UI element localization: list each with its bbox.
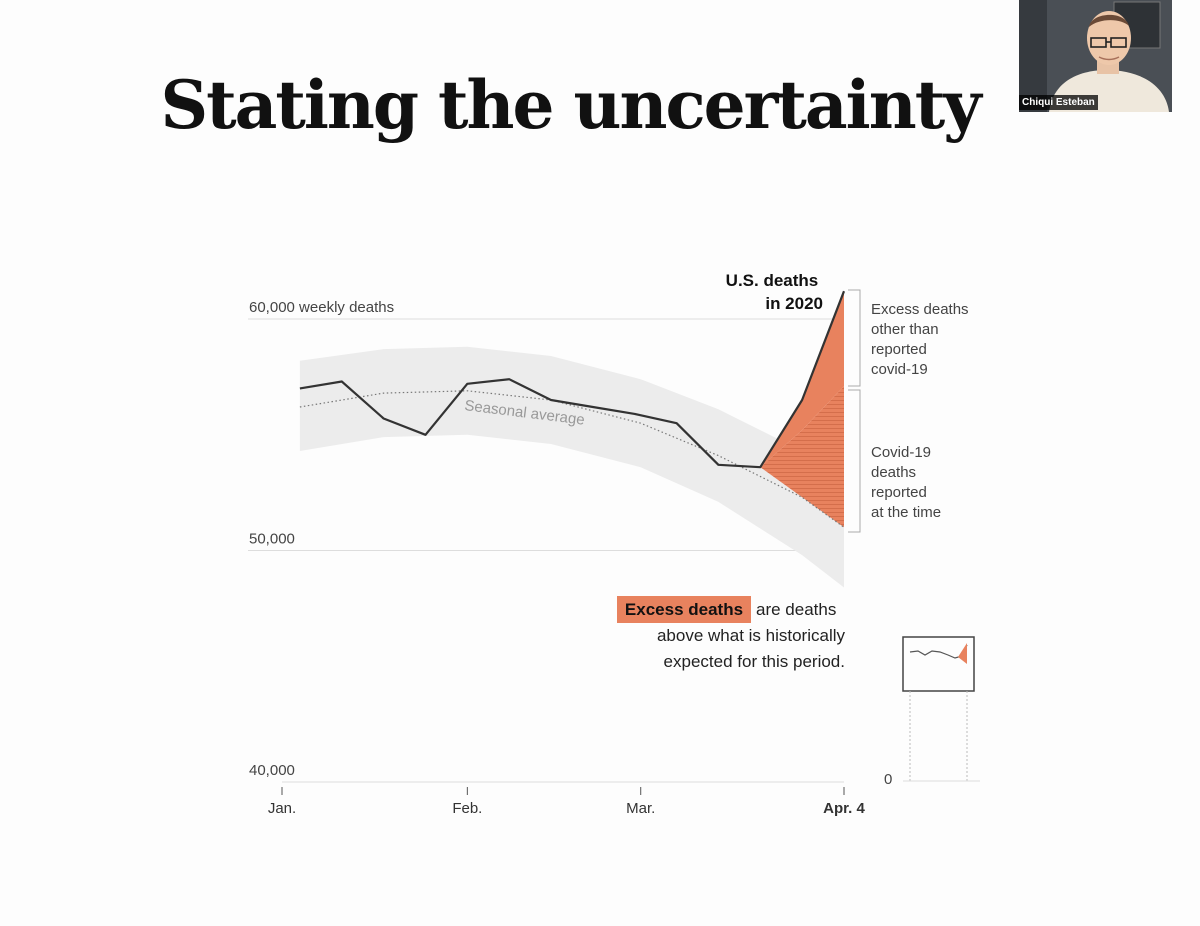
covid-reported-label: Covid-19 deaths reported at the time	[871, 444, 941, 521]
inset-line	[909, 644, 968, 659]
inset-excess-area	[958, 643, 967, 664]
x-tick-label: Mar.	[626, 800, 655, 817]
deaths-series-line	[299, 290, 846, 469]
covid-reported-bracket	[848, 389, 861, 533]
inset-frame	[902, 636, 975, 692]
definition-highlight-box	[617, 596, 751, 623]
y-tick-label: 60,000 weekly deaths	[249, 299, 394, 316]
inset-minimap: 0	[884, 636, 980, 788]
y-tick-label: 50,000	[249, 531, 295, 548]
excess-other-bracket	[848, 289, 861, 387]
covid-reported-area	[760, 386, 844, 528]
definition-highlight: Excess deaths	[625, 600, 743, 619]
participant-video-tile[interactable]: Chiqui Esteban	[1019, 0, 1172, 112]
definition-text-2: above what is historically	[657, 626, 846, 645]
slide-title: Stating the uncertainty	[160, 66, 981, 144]
series-label: U.S. deaths in 2020	[726, 271, 823, 313]
x-tick-label: Apr. 4	[823, 800, 865, 817]
definition-text-3: expected for this period.	[664, 652, 845, 671]
excess-other-area	[760, 291, 844, 468]
x-tick-label: Jan.	[268, 800, 296, 817]
participant-name-tag: Chiqui Esteban	[1019, 95, 1098, 110]
y-tick-label: 40,000	[249, 762, 295, 779]
participant-video-frame	[1019, 0, 1172, 112]
excess-other-label: Excess deaths other than reported covid-…	[871, 301, 973, 378]
definition-text-1: are deaths	[756, 600, 836, 619]
x-tick-label: Feb.	[452, 800, 482, 817]
seasonal-band	[299, 346, 844, 588]
inset-zero-label: 0	[884, 771, 892, 788]
